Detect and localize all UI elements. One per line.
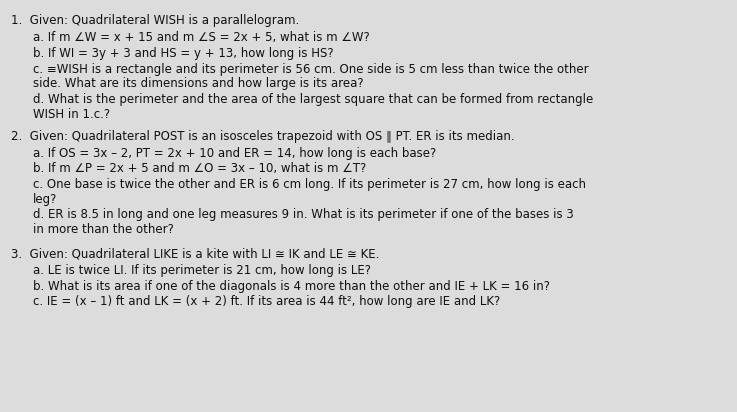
Text: 1.  Given: Quadrilateral WISH is a parallelogram.: 1. Given: Quadrilateral WISH is a parall… [11, 14, 299, 28]
Text: b. If m ∠P = 2x + 5 and m ∠O = 3x – 10, what is m ∠T?: b. If m ∠P = 2x + 5 and m ∠O = 3x – 10, … [33, 162, 366, 175]
Text: 3.  Given: Quadrilateral LIKE is a kite with LI ≅ IK and LE ≅ KE.: 3. Given: Quadrilateral LIKE is a kite w… [11, 247, 380, 260]
Text: a. If OS = 3x – 2, PT = 2x + 10 and ER = 14, how long is each base?: a. If OS = 3x – 2, PT = 2x + 10 and ER =… [33, 147, 436, 160]
Text: a. LE is twice LI. If its perimeter is 21 cm, how long is LE?: a. LE is twice LI. If its perimeter is 2… [33, 264, 371, 277]
Text: b. What is its area if one of the diagonals is 4 more than the other and IE + LK: b. What is its area if one of the diagon… [33, 280, 550, 293]
Text: c. One base is twice the other and ER is 6 cm long. If its perimeter is 27 cm, h: c. One base is twice the other and ER is… [33, 178, 586, 191]
Text: c. ≡WISH is a rectangle and its perimeter is 56 cm. One side is 5 cm less than t: c. ≡WISH is a rectangle and its perimete… [33, 63, 589, 76]
Text: 2.  Given: Quadrilateral POST is an isosceles trapezoid with OS ∥ PT. ER is its : 2. Given: Quadrilateral POST is an isosc… [11, 130, 514, 143]
Text: d. What is the perimeter and the area of the largest square that can be formed f: d. What is the perimeter and the area of… [33, 93, 593, 106]
Text: b. If WI = 3y + 3 and HS = y + 13, how long is HS?: b. If WI = 3y + 3 and HS = y + 13, how l… [33, 47, 334, 60]
Text: WISH in 1.c.?: WISH in 1.c.? [33, 108, 111, 121]
Text: c. IE = (x – 1) ft and LK = (x + 2) ft. If its area is 44 ft², how long are IE a: c. IE = (x – 1) ft and LK = (x + 2) ft. … [33, 295, 500, 309]
Text: in more than the other?: in more than the other? [33, 223, 174, 236]
Text: d. ER is 8.5 in long and one leg measures 9 in. What is its perimeter if one of : d. ER is 8.5 in long and one leg measure… [33, 208, 574, 222]
Text: leg?: leg? [33, 193, 57, 206]
Text: a. If m ∠W = x + 15 and m ∠S = 2x + 5, what is m ∠W?: a. If m ∠W = x + 15 and m ∠S = 2x + 5, w… [33, 31, 370, 44]
Text: side. What are its dimensions and how large is its area?: side. What are its dimensions and how la… [33, 77, 364, 91]
